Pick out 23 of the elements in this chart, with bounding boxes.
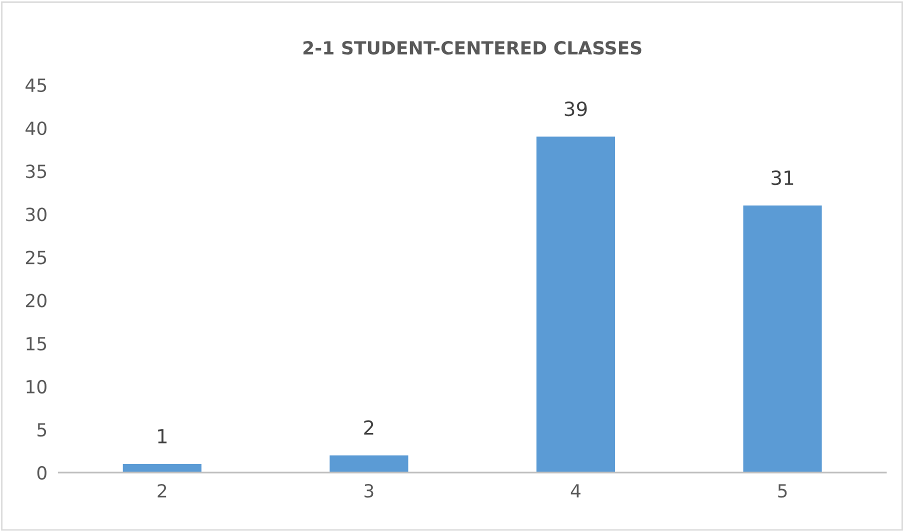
chart-title: 2-1 STUDENT-CENTERED CLASSES [303,41,642,55]
y-tick-label: 10 [26,380,46,394]
x-tick-label: 2 [158,484,166,498]
y-tick-label: 40 [26,121,46,136]
y-tick-label: 5 [38,423,46,437]
y-tick-label: 35 [26,164,46,178]
y-tick-label: 45 [26,78,46,92]
x-tick-label: 4 [570,484,580,498]
y-tick-label: 25 [26,250,46,264]
bar [330,455,408,473]
y-tick-label: 15 [26,337,46,350]
bar [743,206,822,473]
bar [122,464,202,473]
data-label: 31 [772,170,794,186]
y-tick-label: 0 [37,466,46,480]
y-tick-label: 20 [26,294,46,308]
bar [536,136,616,473]
x-tick-label: 3 [364,484,374,498]
y-tick-label: 30 [26,208,46,222]
data-label: 2 [364,420,374,435]
data-label: 39 [564,102,587,116]
data-label: 1 [158,429,167,444]
x-tick-label: 5 [778,484,787,498]
